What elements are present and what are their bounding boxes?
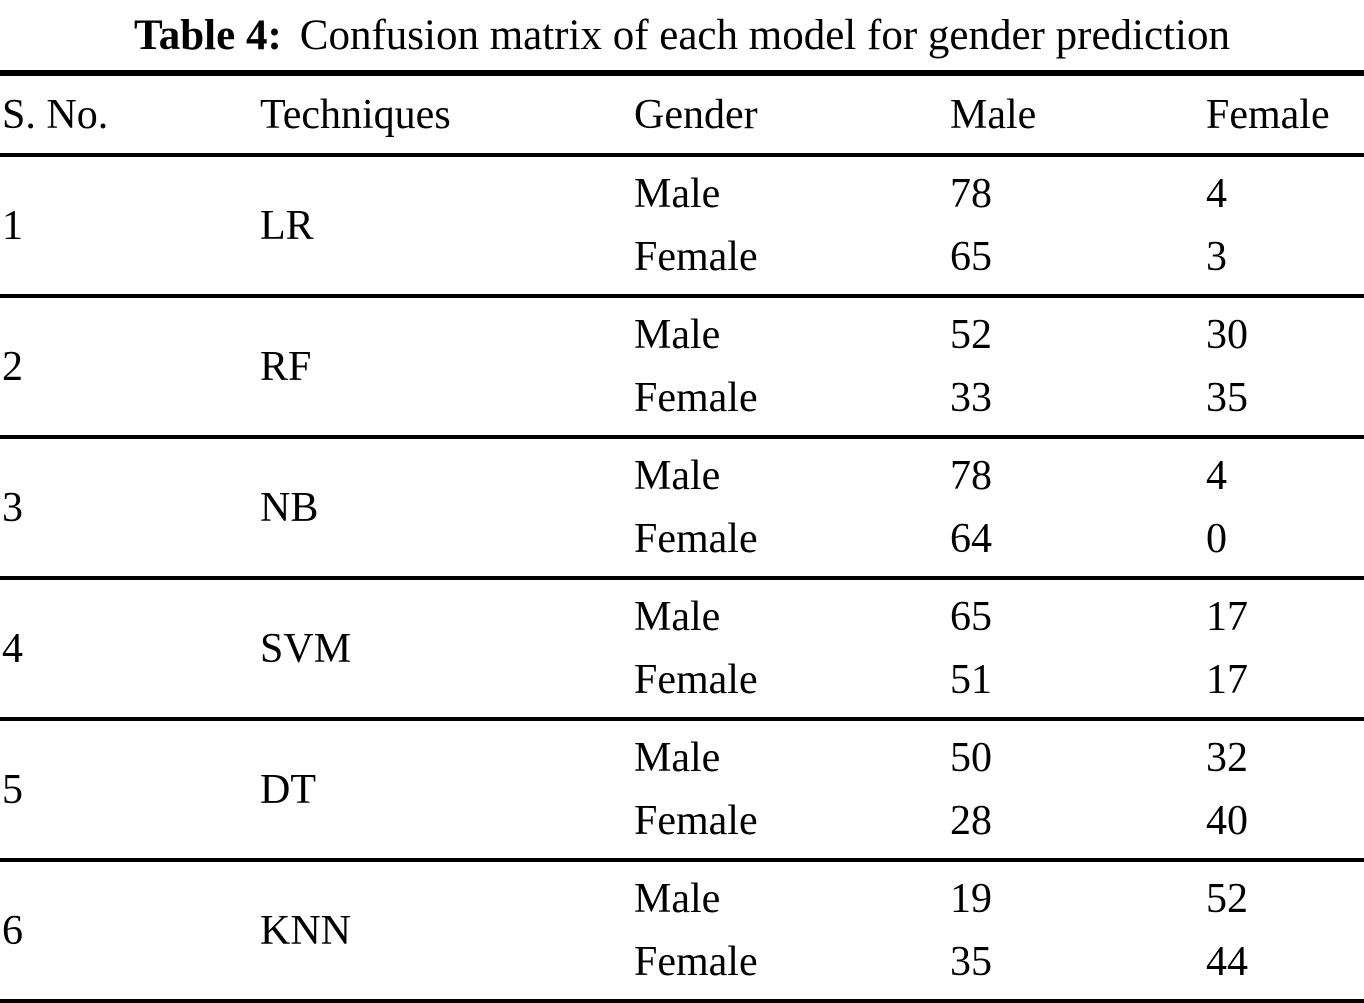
technique-value: LR: [260, 202, 314, 249]
sno-value: 3: [2, 484, 23, 531]
gender-cell: Male Female: [632, 721, 948, 858]
male-cell: 78 64: [948, 439, 1204, 576]
female-count: 17: [1206, 593, 1248, 640]
sno-value: 6: [2, 907, 23, 954]
table-row-svm: 4 SVM Male Female 65 51 17 17: [0, 580, 1364, 721]
sno-value: 2: [2, 343, 23, 390]
female-cell: 32 40: [1204, 721, 1364, 858]
female-cell: 17 17: [1204, 580, 1364, 717]
technique-value: DT: [260, 766, 316, 813]
male-cell: 50 28: [948, 721, 1204, 858]
table-row-knn: 6 KNN Male Female 19 35 52 44: [0, 862, 1364, 999]
male-cell: 19 35: [948, 862, 1204, 999]
male-count: 65: [950, 233, 992, 280]
male-count: 51: [950, 656, 992, 703]
gender-label: Male: [634, 452, 721, 499]
gender-cell: Male Female: [632, 298, 948, 435]
male-count: 78: [950, 170, 992, 217]
male-count: 78: [950, 452, 992, 499]
column-header-gender: Gender: [634, 91, 758, 138]
column-header-techniques: Techniques: [260, 91, 451, 138]
technique-value: KNN: [260, 907, 351, 954]
table-header-row: S. No. Techniques Gender Male Female: [0, 76, 1364, 157]
gender-cell: Male Female: [632, 439, 948, 576]
table-caption-text: Confusion matrix of each model for gende…: [299, 11, 1230, 59]
sno-value: 1: [2, 202, 23, 249]
male-count: 19: [950, 875, 992, 922]
female-count: 30: [1206, 311, 1248, 358]
female-count: 52: [1206, 875, 1248, 922]
gender-cell: Male Female: [632, 862, 948, 999]
sno-value: 5: [2, 766, 23, 813]
confusion-matrix-table: S. No. Techniques Gender Male Female 1 L…: [0, 70, 1364, 1003]
female-count: 35: [1206, 374, 1248, 421]
male-count: 52: [950, 311, 992, 358]
male-count: 33: [950, 374, 992, 421]
female-cell: 30 35: [1204, 298, 1364, 435]
gender-label: Male: [634, 593, 721, 640]
male-count: 35: [950, 938, 992, 985]
sno-value: 4: [2, 625, 23, 672]
male-count: 28: [950, 797, 992, 844]
gender-label: Female: [634, 374, 758, 421]
male-count: 50: [950, 734, 992, 781]
table-caption: Table 4: Confusion matrix of each model …: [0, 0, 1364, 70]
technique-value: RF: [260, 343, 312, 390]
female-count: 32: [1206, 734, 1248, 781]
table-caption-label: Table 4:: [134, 11, 282, 59]
gender-cell: Male Female: [632, 157, 948, 294]
female-count: 17: [1206, 656, 1248, 703]
column-header-male: Male: [950, 91, 1037, 138]
female-count: 4: [1206, 170, 1227, 217]
technique-value: NB: [260, 484, 319, 531]
gender-label: Male: [634, 734, 721, 781]
gender-label: Female: [634, 233, 758, 280]
male-cell: 78 65: [948, 157, 1204, 294]
female-count: 44: [1206, 938, 1248, 985]
table-row-lr: 1 LR Male Female 78 65 4 3: [0, 157, 1364, 298]
male-cell: 52 33: [948, 298, 1204, 435]
table-row-rf: 2 RF Male Female 52 33 30 35: [0, 298, 1364, 439]
male-cell: 65 51: [948, 580, 1204, 717]
gender-label: Male: [634, 170, 721, 217]
male-count: 64: [950, 515, 992, 562]
gender-label: Female: [634, 656, 758, 703]
female-cell: 52 44: [1204, 862, 1364, 999]
table-row-dt: 5 DT Male Female 50 28 32 40: [0, 721, 1364, 862]
gender-cell: Male Female: [632, 580, 948, 717]
female-cell: 4 0: [1204, 439, 1364, 576]
female-count: 4: [1206, 452, 1227, 499]
column-header-sno: S. No.: [2, 91, 109, 138]
technique-value: SVM: [260, 625, 352, 672]
male-count: 65: [950, 593, 992, 640]
gender-label: Female: [634, 515, 758, 562]
female-count: 3: [1206, 233, 1227, 280]
gender-label: Female: [634, 938, 758, 985]
gender-label: Male: [634, 311, 721, 358]
column-header-female: Female: [1206, 91, 1330, 138]
gender-label: Male: [634, 875, 721, 922]
table-row-nb: 3 NB Male Female 78 64 4 0: [0, 439, 1364, 580]
gender-label: Female: [634, 797, 758, 844]
female-count: 40: [1206, 797, 1248, 844]
female-cell: 4 3: [1204, 157, 1364, 294]
female-count: 0: [1206, 515, 1227, 562]
